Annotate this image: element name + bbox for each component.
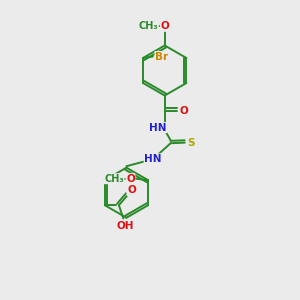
Text: O: O xyxy=(160,21,169,31)
Text: O: O xyxy=(179,106,188,116)
Text: O: O xyxy=(127,185,136,196)
Text: HN: HN xyxy=(144,154,162,164)
Text: O: O xyxy=(126,174,135,184)
Text: S: S xyxy=(188,138,195,148)
Text: CH₃: CH₃ xyxy=(104,174,124,184)
Text: Br: Br xyxy=(155,52,168,61)
Text: HN: HN xyxy=(149,123,167,133)
Text: CH₃: CH₃ xyxy=(139,21,158,31)
Text: OH: OH xyxy=(116,221,134,231)
